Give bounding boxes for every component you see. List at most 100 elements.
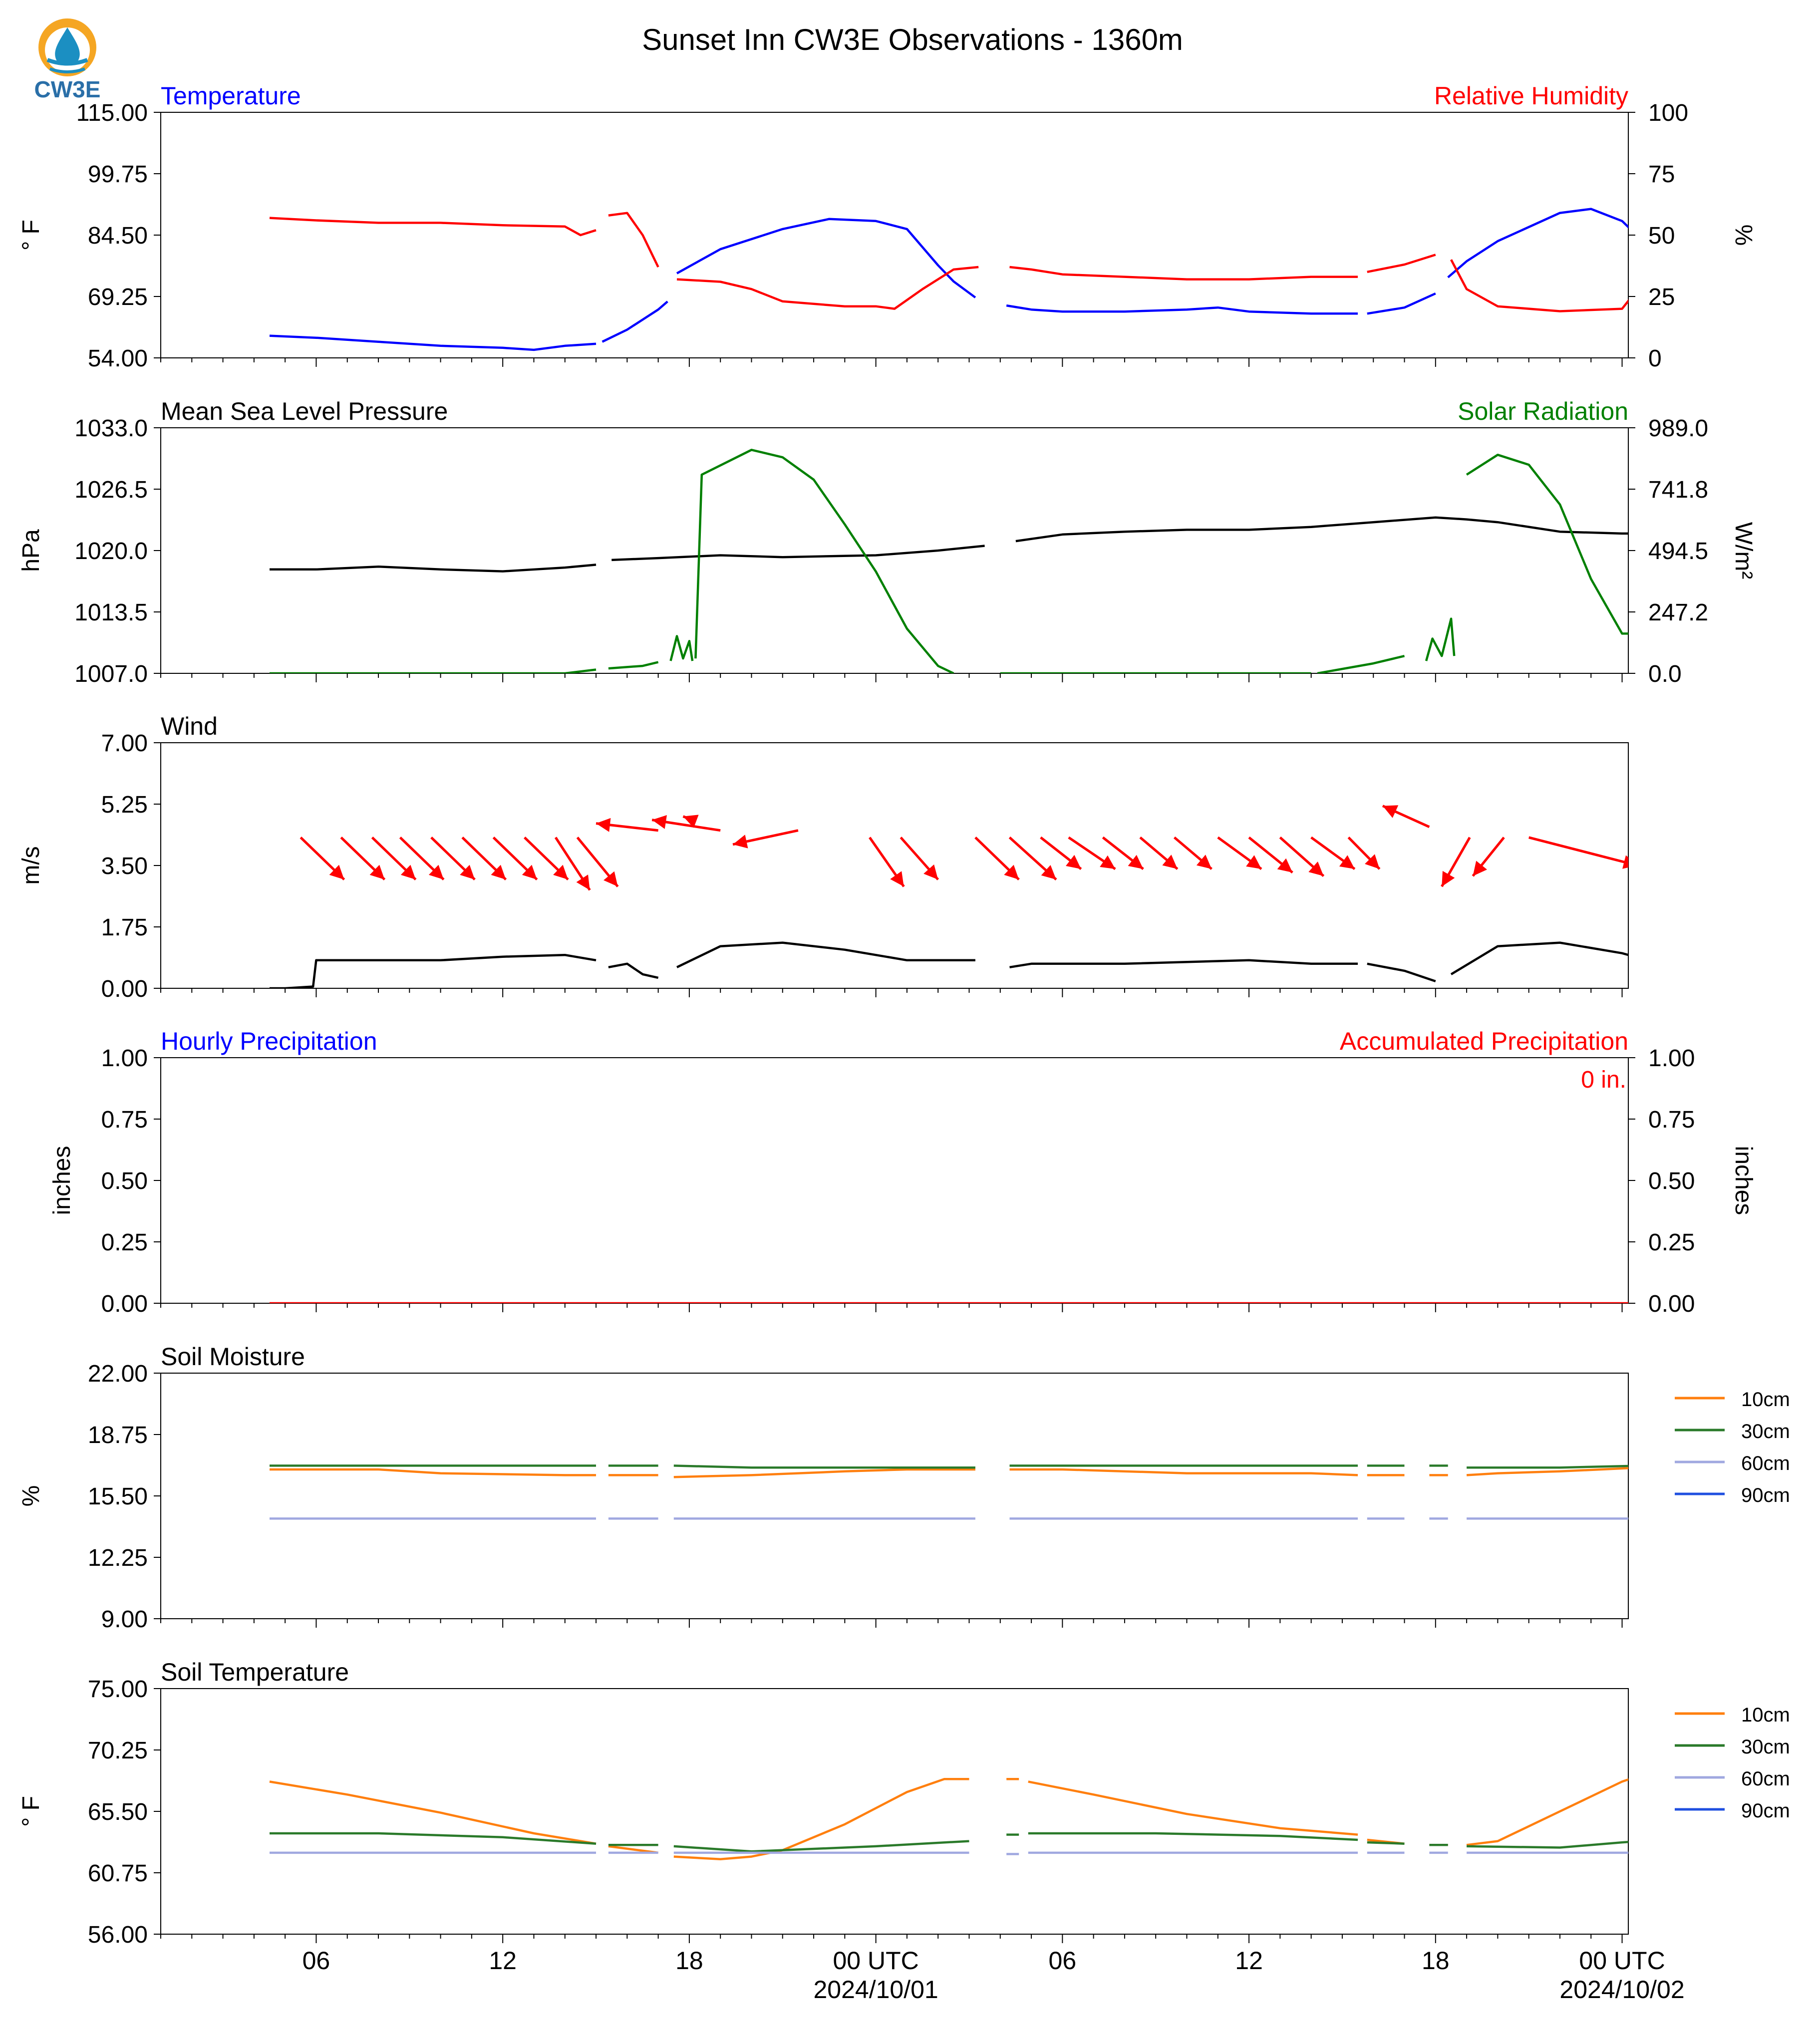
date-label: 2024/10/02 xyxy=(1559,1976,1684,2004)
ytick-label-left: 15.50 xyxy=(88,1483,148,1510)
wind-arrow-head xyxy=(1622,855,1628,869)
series-line-solar-radiation xyxy=(1425,617,1456,661)
ytick-label-right: 0.0 xyxy=(1648,661,1682,687)
wind-arrow-head xyxy=(400,865,416,880)
series-line-solar-radiation xyxy=(270,668,597,673)
series-line-10cm xyxy=(1028,1780,1358,1836)
ytick-label-left: 115.00 xyxy=(76,100,148,126)
wind-arrow-head xyxy=(1339,855,1355,869)
series-line-mean-sea-level-pressure xyxy=(1015,516,1628,543)
series-line-10cm xyxy=(673,1468,975,1478)
ytick-label-left: 70.25 xyxy=(88,1738,148,1764)
panel-title-left: Wind xyxy=(161,712,218,740)
ytick-label-right: 0.25 xyxy=(1648,1229,1695,1256)
series-line-relative-humidity xyxy=(1450,259,1628,312)
panel-title-right: Solar Radiation xyxy=(1458,397,1628,425)
panel-frame xyxy=(160,112,1629,358)
ylabel-left: inches xyxy=(49,1146,75,1215)
ylabel-left: m/s xyxy=(18,846,44,884)
legend-label: 10cm xyxy=(1741,1704,1790,1726)
ylabel-left: ° F xyxy=(18,1796,44,1827)
series-line-solar-radiation xyxy=(1466,453,1628,635)
plot-area xyxy=(270,449,1628,673)
panel-title-right: Accumulated Precipitation xyxy=(1340,1027,1628,1055)
ytick-label-left: 0.75 xyxy=(101,1107,148,1133)
series-line-wind-speed xyxy=(676,941,975,968)
series-line-relative-humidity xyxy=(269,217,597,237)
ytick-label-left: 56.00 xyxy=(88,1922,148,1948)
series-line-10cm xyxy=(1009,1468,1358,1476)
ytick-label-left: 69.25 xyxy=(88,284,148,310)
wind-arrow-head xyxy=(1308,862,1324,876)
series-line-solar-radiation xyxy=(694,449,954,673)
logo-text: CW3E xyxy=(34,76,101,102)
xtick-label: 12 xyxy=(489,1947,517,1975)
ytick-label-right: 741.8 xyxy=(1648,477,1708,503)
panel-2: Mean Sea Level Pressure Solar Radiation 10… xyxy=(18,397,1757,687)
date-label: 2024/10/01 xyxy=(814,1976,938,2004)
series-line-10cm xyxy=(1466,1467,1628,1476)
ytick-label-left: 60.75 xyxy=(88,1860,148,1887)
panel-frame xyxy=(160,1057,1629,1304)
ytick-label-right: 0 xyxy=(1648,345,1662,372)
ytick-label-left: 84.50 xyxy=(88,223,148,249)
series-line-30cm xyxy=(1467,1841,1628,1849)
wind-arrow-head xyxy=(1162,855,1178,869)
ytick-label-right: 100 xyxy=(1648,100,1688,126)
panel-frame xyxy=(160,1688,1629,1935)
legend-label: 10cm xyxy=(1741,1389,1790,1411)
series-line-temperature xyxy=(1447,208,1628,279)
ytick-label-left: 1.00 xyxy=(101,1045,148,1072)
ylabel-right: inches xyxy=(1730,1146,1757,1215)
ytick-label-left: 0.50 xyxy=(101,1168,148,1194)
series-line-temperature xyxy=(1006,304,1358,315)
accumulated-total-label: 0 in. xyxy=(1581,1067,1626,1093)
ytick-label-right: 50 xyxy=(1648,223,1675,249)
xtick-label: 00 UTC xyxy=(1579,1947,1665,1975)
xtick-label: 06 xyxy=(1049,1947,1077,1975)
wind-arrow-head xyxy=(1365,854,1380,869)
panels: Temperature Relative Humidity 115.00 99.75 8… xyxy=(18,82,1790,2004)
plot-area xyxy=(269,1778,1628,1861)
series-line-10cm xyxy=(1466,1778,1628,1846)
figure-title: Sunset Inn CW3E Observations - 1360m xyxy=(642,23,1183,56)
wind-arrow-head xyxy=(596,818,611,832)
ylabel-right: % xyxy=(1730,225,1757,246)
legend-label: 60cm xyxy=(1741,1452,1790,1474)
wind-arrow-head xyxy=(890,871,904,887)
panel-title-left: Mean Sea Level Pressure xyxy=(161,397,448,425)
series-line-temperature xyxy=(676,218,976,298)
panel-title-left: Soil Moisture xyxy=(161,1343,305,1371)
panel-3: Wind 7.00 5.25 3.50 1.75 0.00 m/s xyxy=(18,712,1629,1002)
series-line-relative-humidity xyxy=(1367,254,1436,274)
series-line-30cm xyxy=(673,1464,975,1469)
ytick-label-left: 65.50 xyxy=(88,1799,148,1825)
panel-5: Soil Moisture 22.00 18.75 15.50 12.25 9.00% 10… xyxy=(18,1343,1790,1633)
ylabel-left: ° F xyxy=(18,220,44,251)
wind-arrow-head xyxy=(1100,855,1116,869)
series-line-10cm xyxy=(673,1778,969,1861)
ytick-label-left: 99.75 xyxy=(88,161,148,188)
ytick-label-left: 75.00 xyxy=(88,1676,148,1703)
panel-4: Hourly Precipitation Accumulated Precipit… xyxy=(49,1027,1757,1317)
series-line-temperature xyxy=(269,334,597,351)
series-line-30cm xyxy=(673,1840,969,1853)
wind-arrow-head xyxy=(1128,855,1144,869)
xtick-label: 18 xyxy=(1422,1947,1450,1975)
series-line-solar-radiation xyxy=(669,635,694,661)
ytick-label-right: 247.2 xyxy=(1648,599,1708,626)
wind-arrow-head xyxy=(553,865,568,880)
wind-arrow-head xyxy=(1473,861,1488,876)
series-line-relative-humidity xyxy=(1009,266,1358,281)
panel-title-left: Soil Temperature xyxy=(161,1658,349,1686)
series-line-wind-speed xyxy=(608,962,659,979)
panel-6: Soil Temperature 75.00 70.25 65.50 60.75 56.0… xyxy=(18,1658,1790,2004)
xtick-label: 06 xyxy=(303,1947,330,1975)
ytick-label-right: 0.75 xyxy=(1648,1107,1695,1133)
series-line-solar-radiation xyxy=(608,661,659,670)
ytick-label-left: 1020.0 xyxy=(74,538,148,565)
ytick-label-left: 5.25 xyxy=(101,792,148,818)
series-line-10cm xyxy=(269,1780,597,1845)
wind-arrow-head xyxy=(1277,858,1293,873)
series-line-wind-speed xyxy=(1450,941,1628,975)
